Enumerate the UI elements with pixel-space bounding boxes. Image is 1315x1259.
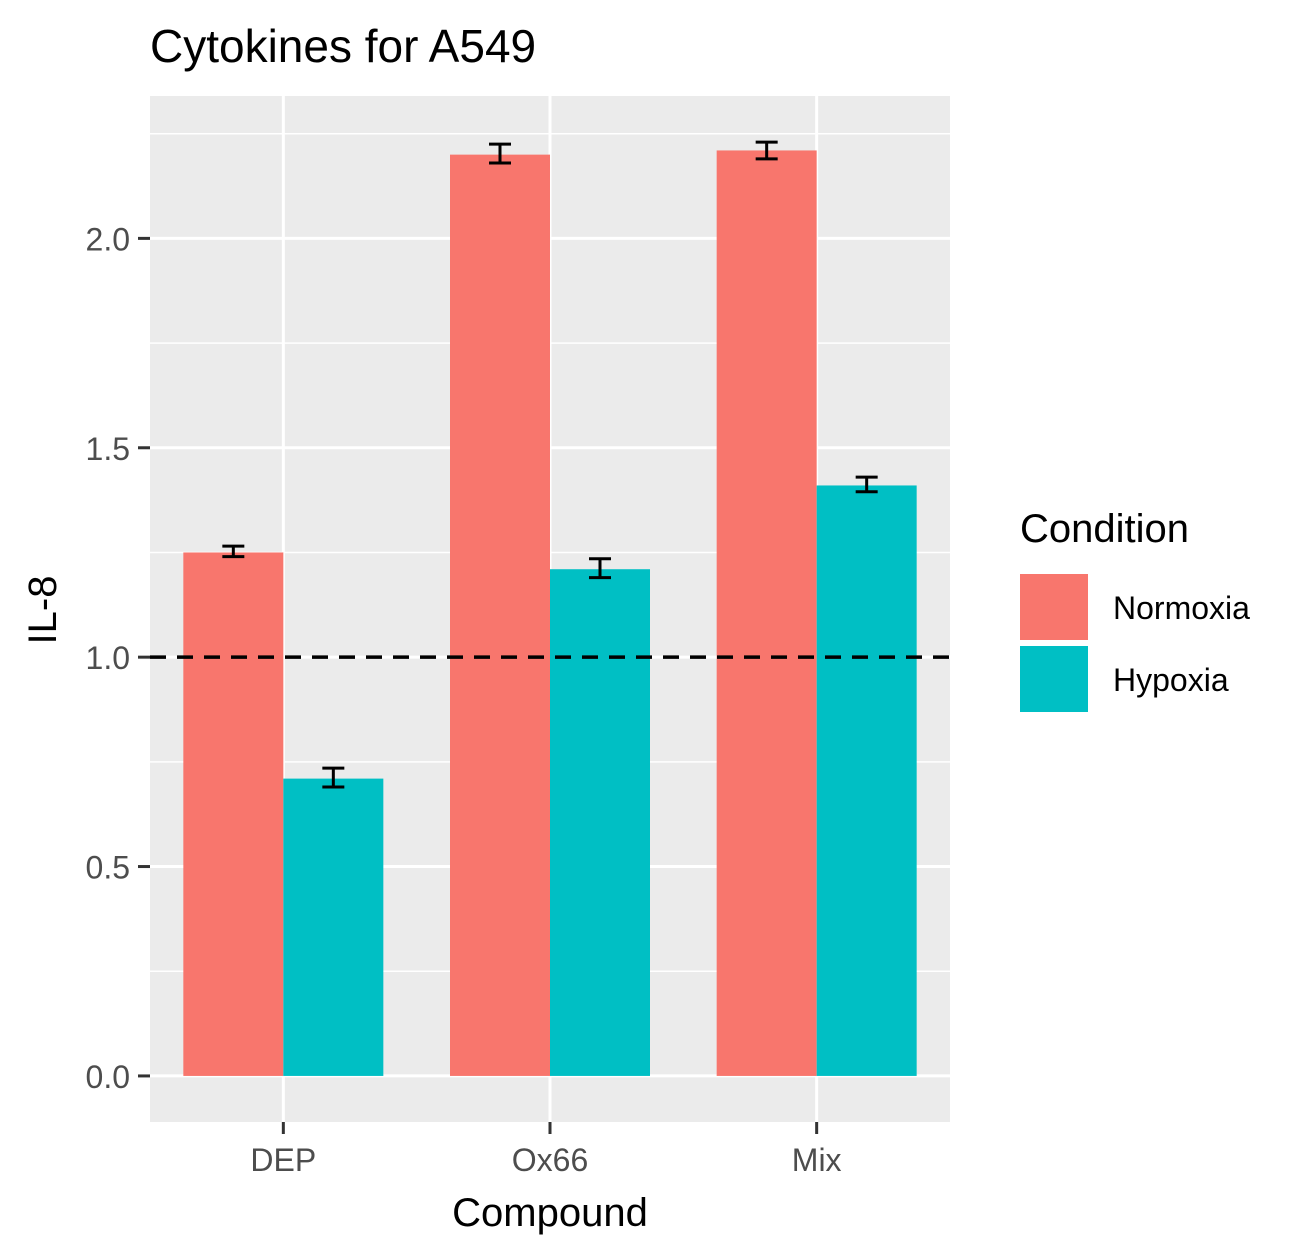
x-axis-label: Compound: [452, 1191, 648, 1235]
error-bar-normoxia-dep: [222, 544, 245, 559]
error-bar-hypoxia-ox66: [589, 557, 611, 580]
legend-key-normoxia: [1020, 574, 1088, 640]
x-tick-label: DEP: [250, 1142, 316, 1178]
bar-normoxia-ox66: [450, 154, 550, 1076]
error-bar-hypoxia-dep: [322, 766, 345, 789]
chart-title: Cytokines for A549: [150, 20, 536, 72]
y-tick-label: 1.5: [86, 431, 130, 467]
legend-label-hypoxia: Hypoxia: [1113, 662, 1229, 698]
bar-normoxia-mix: [716, 150, 817, 1076]
error-bar-hypoxia-mix: [855, 475, 878, 494]
x-tick-label: Ox66: [512, 1142, 588, 1178]
error-bar-normoxia-mix: [755, 140, 778, 161]
y-tick-label: 1.0: [86, 640, 130, 676]
bar-hypoxia-dep: [283, 778, 384, 1076]
error-bars: [222, 140, 878, 789]
error-bar-normoxia-ox66: [489, 142, 511, 165]
legend-items: Normoxia Hypoxia: [1020, 574, 1250, 712]
y-tick-label: 0.5: [86, 850, 130, 886]
y-tick-label: 0.0: [86, 1059, 130, 1095]
legend-label-normoxia: Normoxia: [1113, 590, 1250, 626]
legend-title: Condition: [1020, 507, 1189, 551]
y-axis: 0.0 0.5 1.0 1.5 2.0: [86, 221, 150, 1095]
y-axis-label: IL-8: [21, 576, 65, 645]
bar-hypoxia-mix: [816, 485, 917, 1076]
legend: Condition Normoxia Hypoxia: [1020, 507, 1250, 712]
bar-hypoxia-ox66: [550, 569, 650, 1076]
legend-key-hypoxia: [1020, 646, 1088, 712]
x-tick-label: Mix: [792, 1142, 842, 1178]
bars: [183, 150, 917, 1076]
y-tick-label: 2.0: [86, 221, 130, 257]
bar-normoxia-dep: [183, 552, 284, 1076]
x-axis: DEP Ox66 Mix: [250, 1122, 842, 1178]
